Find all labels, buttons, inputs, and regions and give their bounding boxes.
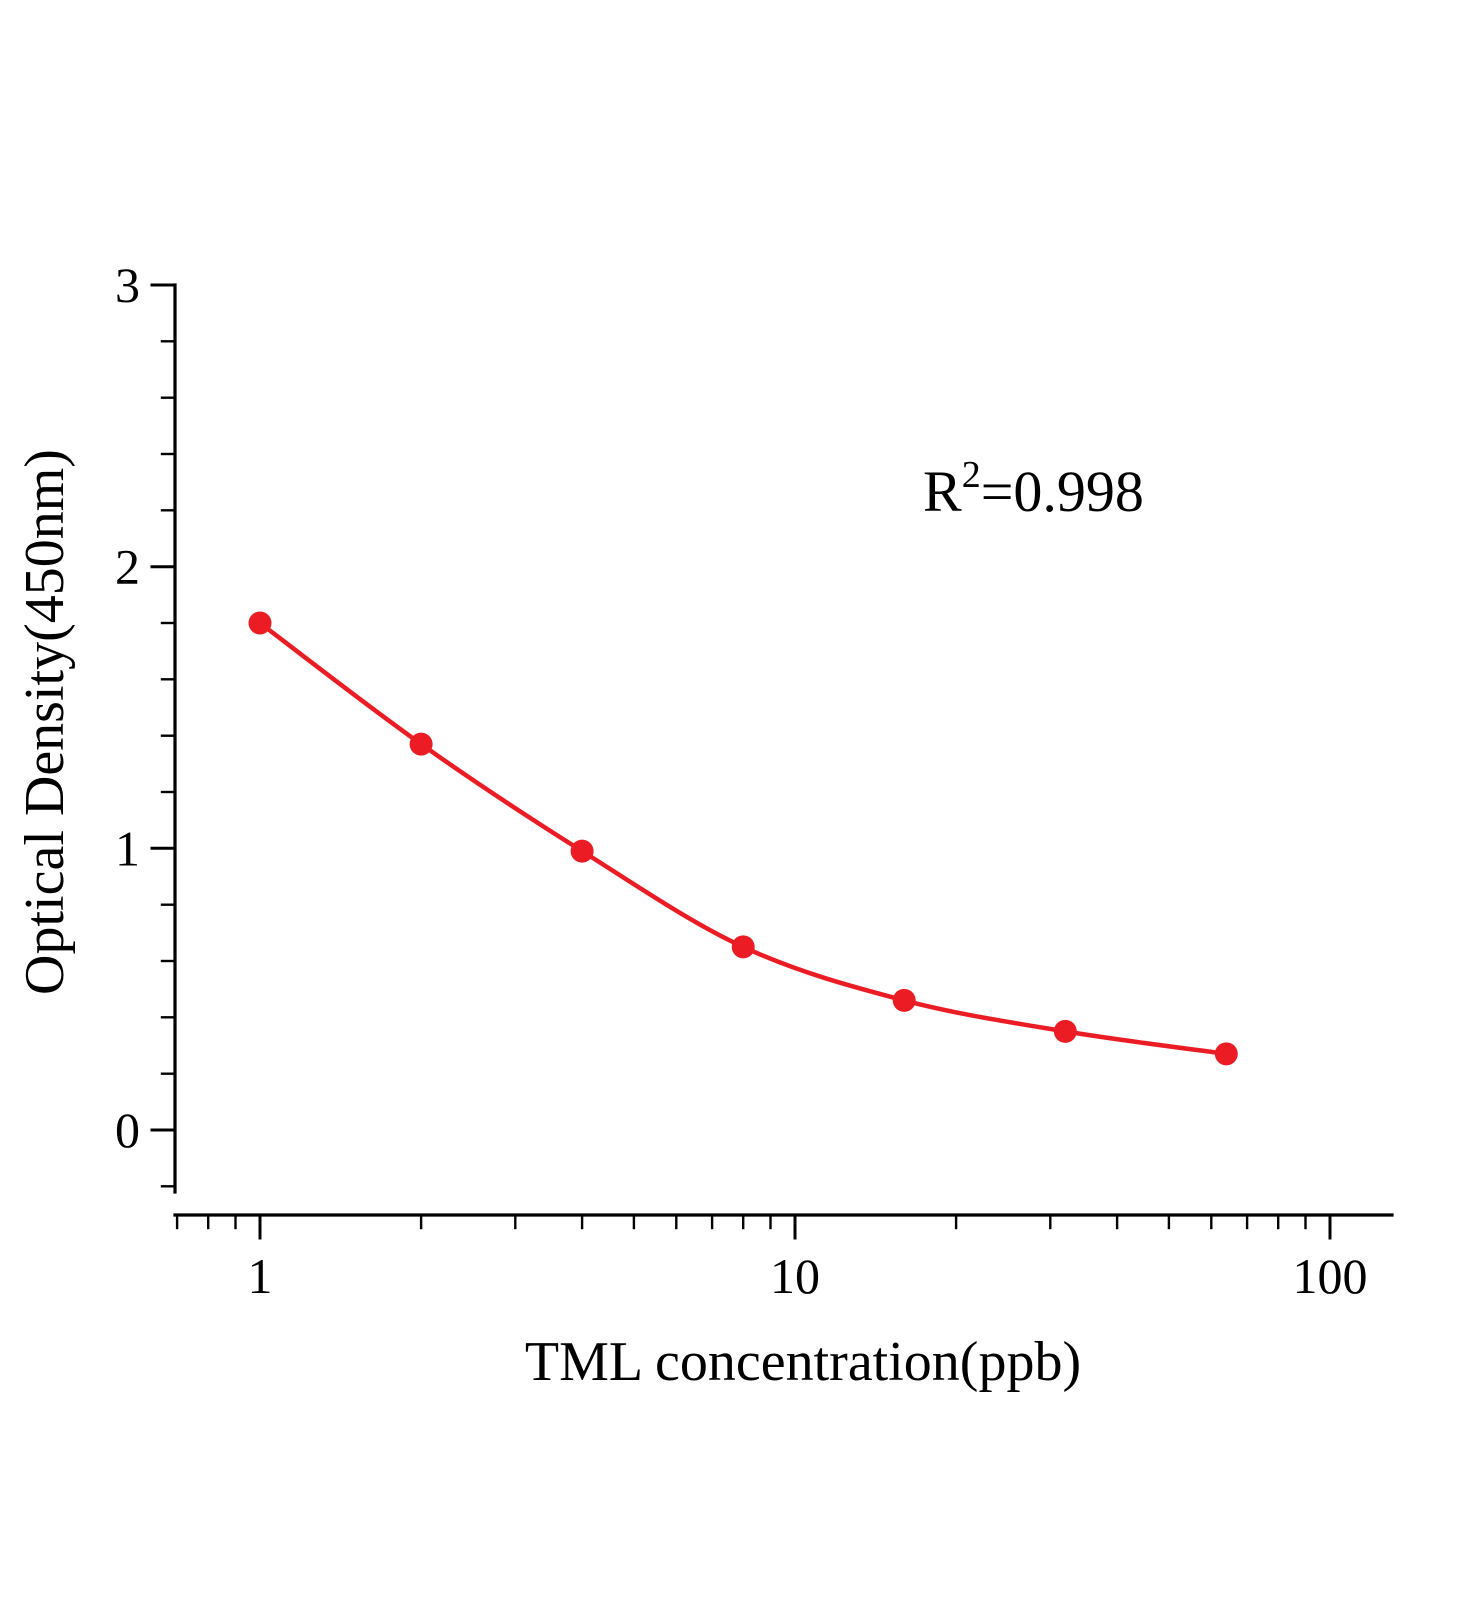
data-point	[570, 839, 594, 863]
data-point	[892, 988, 916, 1012]
r-squared-value: =0.998	[980, 459, 1144, 524]
x-tick-label: 1	[248, 1248, 273, 1304]
data-point	[731, 935, 755, 959]
y-tick-label: 2	[115, 539, 140, 595]
data-point	[248, 611, 272, 635]
x-tick-label: 100	[1293, 1248, 1368, 1304]
y-axis-title: Optical Density(450nm)	[14, 449, 76, 995]
r-squared-exponent: 2	[961, 454, 981, 496]
fit-curve	[257, 620, 1229, 1057]
y-tick-label: 3	[115, 257, 140, 313]
x-axis-title: TML concentration(ppb)	[524, 1331, 1082, 1393]
data-point	[409, 732, 433, 756]
r-squared-base: R	[923, 459, 962, 524]
data-point	[1053, 1019, 1077, 1043]
r-squared-annotation: R2=0.998	[923, 456, 1144, 525]
data-point	[1214, 1042, 1238, 1066]
x-tick-label: 10	[770, 1248, 820, 1304]
y-tick-label: 0	[115, 1102, 140, 1158]
y-tick-label: 1	[115, 820, 140, 876]
